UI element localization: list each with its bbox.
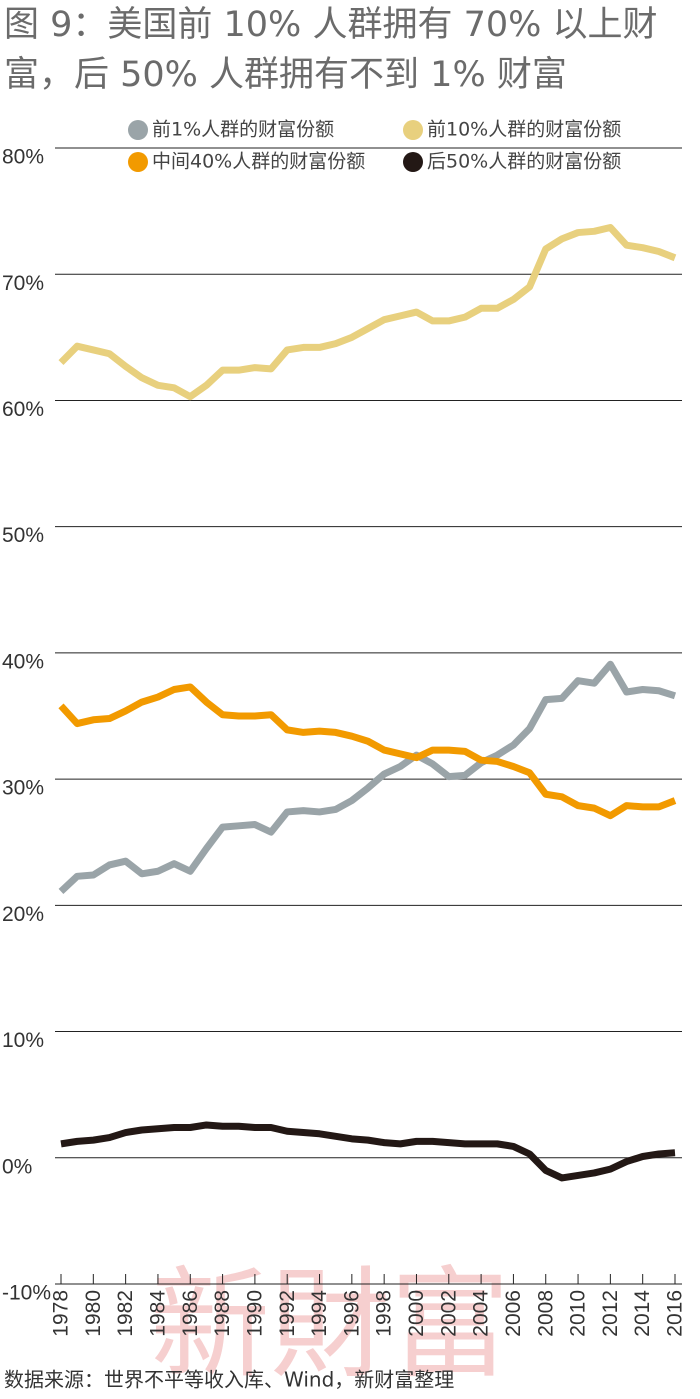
watermark: 新財富 [150, 1256, 510, 1395]
legend-marker [403, 120, 423, 140]
x-tick-label: 1990 [243, 1290, 266, 1337]
x-tick-label: 1998 [373, 1290, 396, 1337]
x-tick-label: 2016 [664, 1290, 687, 1337]
legend-label: 前10%人群的财富份额 [427, 119, 621, 141]
legend-label: 前1%人群的财富份额 [152, 119, 334, 141]
x-tick-label: 2014 [631, 1290, 654, 1337]
series-line [60, 1121, 676, 1182]
y-tick-label: -10% [2, 1282, 51, 1305]
legend-marker [128, 152, 148, 172]
legend-label: 中间40%人群的财富份额 [152, 151, 365, 173]
title-box: 图 9：美国前 10% 人群拥有 70% 以上财富，后 50% 人群拥有不到 1… [4, 5, 658, 95]
y-tick-label: 20% [2, 903, 44, 926]
series-line [58, 224, 677, 401]
x-tick-label: 2002 [437, 1290, 460, 1337]
x-tick-label: 2004 [470, 1290, 493, 1337]
x-tick-label: 1978 [50, 1290, 73, 1337]
y-tick-label: 10% [2, 1029, 44, 1052]
x-tick-label: 2010 [567, 1290, 590, 1337]
chart-title: 图 9：美国前 10% 人群拥有 70% 以上财富，后 50% 人群拥有不到 1… [4, 5, 658, 95]
x-tick-label: 1988 [211, 1290, 234, 1337]
x-tick-label: 1982 [114, 1290, 137, 1337]
y-tick-label: 50% [2, 524, 44, 547]
x-tick-label: 1986 [179, 1290, 202, 1337]
legend-marker [403, 152, 423, 172]
x-tick-label: 1984 [146, 1290, 169, 1337]
x-tick-label: 1992 [276, 1290, 299, 1337]
y-tick-label: 60% [2, 398, 44, 421]
y-tick-label: 30% [2, 777, 44, 800]
legend-marker [128, 120, 148, 140]
y-tick-label: 70% [2, 272, 44, 295]
series-line [58, 660, 677, 895]
source: 数据来源：世界不平等收入库、Wind，新财富整理 [4, 1368, 454, 1392]
y-tick-label: 0% [2, 1155, 32, 1178]
x-tick-label: 2008 [534, 1290, 557, 1337]
x-tick-label: 2012 [599, 1290, 622, 1337]
y-tick-label: 40% [2, 650, 44, 673]
x-tick-label: 1980 [82, 1290, 105, 1337]
x-tick-label: 2000 [405, 1290, 428, 1337]
x-tick-label: 2006 [502, 1290, 525, 1337]
x-tick-label: 1996 [340, 1290, 363, 1337]
series-line [58, 683, 677, 820]
legend-label: 后50%人群的财富份额 [427, 151, 621, 173]
x-tick-label: 1994 [308, 1290, 331, 1337]
y-tick-label: 80% [2, 146, 44, 169]
